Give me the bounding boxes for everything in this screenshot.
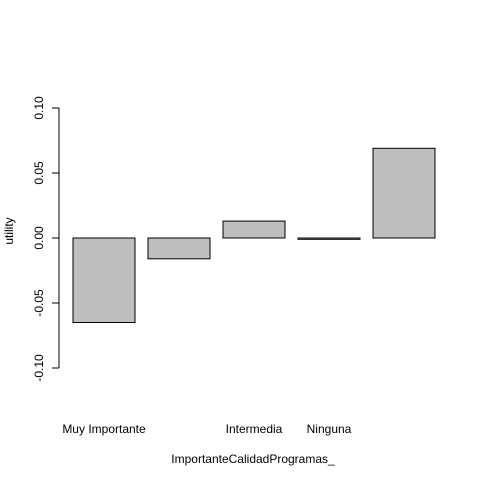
y-tick-label: 0.10 bbox=[32, 96, 46, 120]
category-label: Muy Importante bbox=[62, 422, 146, 436]
bar-0 bbox=[72, 237, 136, 323]
y-axis-label: utility bbox=[2, 217, 16, 244]
category-label: Intermedia bbox=[226, 422, 283, 436]
y-axis: -0.10 -0.05 0.00 0.05 0.10 bbox=[32, 96, 60, 382]
y-tick-label: -0.10 bbox=[32, 354, 46, 382]
category-label: Ninguna bbox=[307, 422, 352, 436]
x-axis-label: ImportanteCalidadProgramas_ bbox=[171, 452, 335, 466]
bar-2 bbox=[222, 220, 286, 239]
bar-3 bbox=[297, 237, 361, 240]
y-tick-label: -0.05 bbox=[32, 289, 46, 317]
y-tick-label: 0.05 bbox=[32, 161, 46, 185]
y-tick-label: 0.00 bbox=[32, 226, 46, 250]
category-labels: Muy Importante Intermedia Ninguna bbox=[62, 422, 351, 436]
bar-1 bbox=[147, 237, 211, 260]
bars-group bbox=[72, 147, 436, 323]
bar-4 bbox=[372, 147, 436, 239]
